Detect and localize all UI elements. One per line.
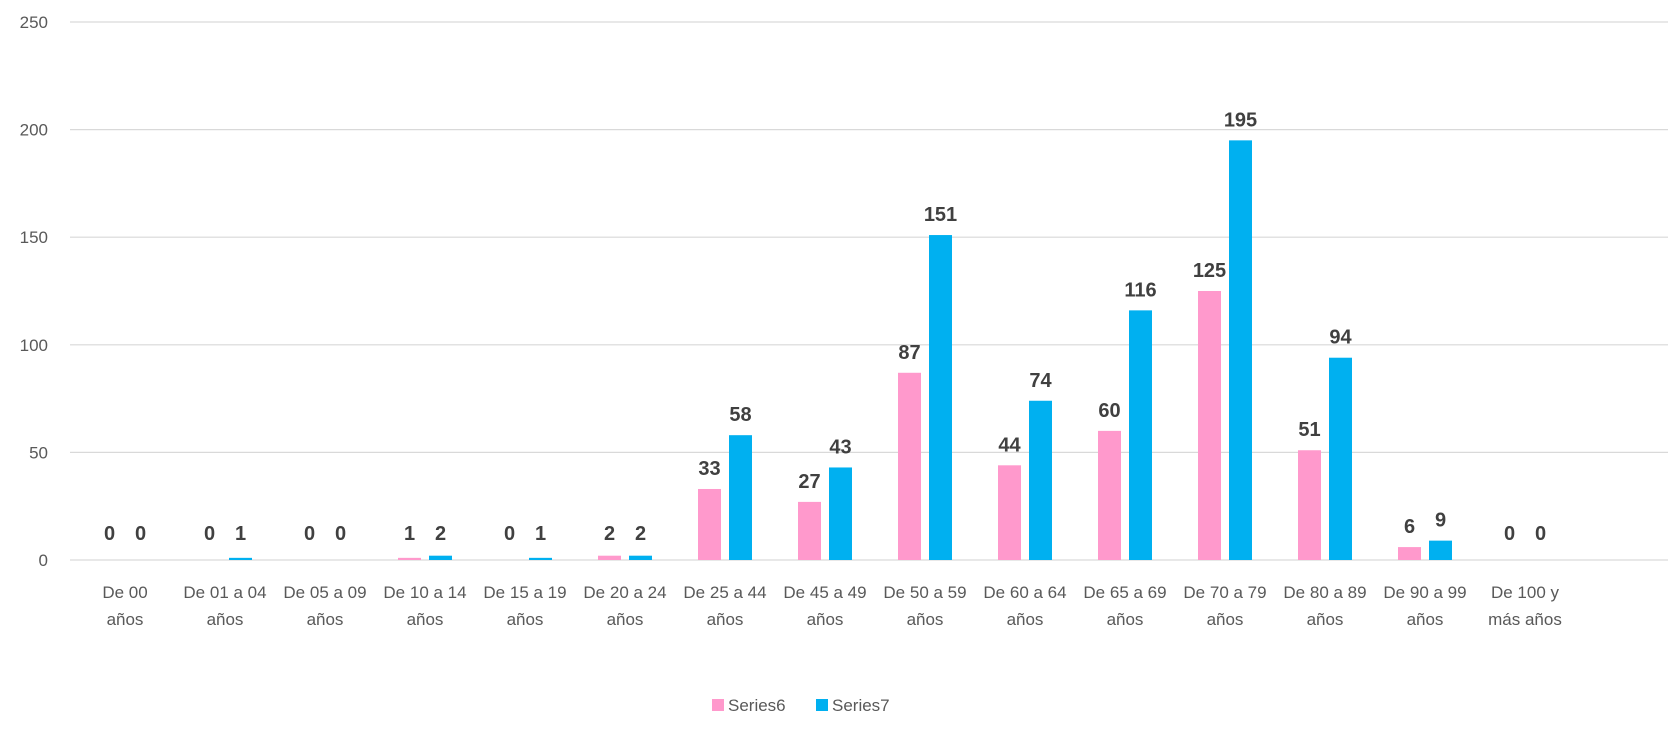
bar-series7-11 — [1229, 140, 1252, 561]
x-tick-label: años — [307, 610, 344, 629]
data-label-series7-10: 116 — [1124, 279, 1156, 301]
bar-series7-12 — [1329, 357, 1352, 560]
legend-swatch-series6 — [712, 699, 724, 711]
data-label-series6-7: 27 — [798, 471, 820, 493]
bar-series7-3 — [429, 555, 452, 560]
x-tick-label: De 01 a 04 — [183, 583, 266, 602]
bar-series6-6 — [698, 488, 721, 560]
legend-label-series6: Series6 — [728, 696, 786, 715]
bar-series6-13 — [1398, 547, 1421, 560]
bar-series7-9 — [1029, 400, 1052, 560]
bar-series7-4 — [529, 557, 552, 560]
x-tick-label: De 10 a 14 — [383, 583, 466, 602]
data-label-series6-8: 87 — [898, 342, 920, 364]
gridlines — [70, 21, 1668, 561]
bar-series7-7 — [829, 467, 852, 560]
data-label-series6-11: 125 — [1193, 260, 1226, 282]
y-tick-label: 0 — [39, 551, 48, 570]
data-label-series7-9: 74 — [1029, 370, 1052, 392]
data-label-series6-0: 0 — [104, 523, 115, 545]
bar-series6-5 — [598, 555, 621, 560]
data-label-series7-14: 0 — [1535, 523, 1546, 545]
bar-series7-1 — [229, 557, 252, 560]
x-tick-label: años — [507, 610, 544, 629]
data-label-series6-4: 0 — [504, 523, 515, 545]
y-tick-label: 150 — [20, 228, 48, 247]
bar-series6-9 — [998, 465, 1021, 560]
data-label-series7-12: 94 — [1329, 327, 1352, 349]
x-tick-label: más años — [1488, 610, 1562, 629]
data-label-series7-6: 58 — [729, 404, 751, 426]
data-label-series6-3: 1 — [404, 523, 415, 545]
data-label-series6-10: 60 — [1098, 400, 1120, 422]
data-label-series7-0: 0 — [135, 523, 146, 545]
data-label-series7-13: 9 — [1435, 510, 1446, 532]
x-tick-label: años — [1107, 610, 1144, 629]
x-axis: De 00 años De 01 a 04 años De 05 a 09 años De … — [102, 583, 1562, 629]
legend-label-series7: Series7 — [832, 696, 890, 715]
x-tick-label: De 25 a 44 — [683, 583, 766, 602]
data-label-series7-7: 43 — [829, 436, 851, 458]
x-tick-label: años — [707, 610, 744, 629]
bar-series6-3 — [398, 557, 421, 560]
data-label-series7-2: 0 — [335, 523, 346, 545]
x-tick-label: años — [407, 610, 444, 629]
x-tick-label: años — [107, 610, 144, 629]
legend-swatch-series7 — [816, 699, 828, 711]
data-label-series7-8: 151 — [924, 204, 957, 226]
bar-series7-13 — [1429, 540, 1452, 560]
y-tick-label: 200 — [20, 121, 48, 140]
data-label-series6-12: 51 — [1298, 419, 1320, 441]
bar-series6-11 — [1198, 291, 1221, 560]
x-tick-label: De 45 a 49 — [783, 583, 866, 602]
data-label-series6-2: 0 — [304, 523, 315, 545]
y-tick-label: 250 — [20, 13, 48, 32]
x-tick-label: De 90 a 99 — [1383, 583, 1466, 602]
x-tick-label: años — [607, 610, 644, 629]
x-tick-label: De 15 a 19 — [483, 583, 566, 602]
bar-series6-12 — [1298, 450, 1321, 560]
x-tick-label: años — [1407, 610, 1444, 629]
x-tick-label: años — [1007, 610, 1044, 629]
data-label-series6-14: 0 — [1504, 523, 1515, 545]
x-tick-label: De 70 a 79 — [1183, 583, 1266, 602]
x-tick-label: años — [1207, 610, 1244, 629]
y-tick-label: 50 — [29, 443, 48, 462]
bar-series6-10 — [1098, 430, 1121, 560]
legend: Series6 Series7 — [712, 696, 890, 715]
bar-series7-8 — [929, 235, 952, 560]
bar-series7-5 — [629, 555, 652, 560]
x-tick-label: años — [207, 610, 244, 629]
y-tick-label: 100 — [20, 336, 48, 355]
data-label-series7-5: 2 — [635, 523, 646, 545]
y-axis: 0 50 100 150 200 250 — [20, 13, 48, 570]
data-label-series6-6: 33 — [698, 458, 720, 480]
bar-series7-10 — [1129, 310, 1152, 560]
x-tick-label: De 00 — [102, 583, 147, 602]
x-tick-label: De 05 a 09 — [283, 583, 366, 602]
x-tick-label: años — [807, 610, 844, 629]
data-label-series6-9: 44 — [998, 434, 1021, 456]
x-tick-label: años — [1307, 610, 1344, 629]
x-tick-label: De 60 a 64 — [983, 583, 1066, 602]
data-label-series6-5: 2 — [604, 523, 615, 545]
x-tick-label: De 50 a 59 — [883, 583, 966, 602]
bar-series6-7 — [798, 501, 821, 560]
x-tick-label: De 20 a 24 — [583, 583, 666, 602]
data-label-series7-11: 195 — [1224, 109, 1257, 131]
data-label-series6-1: 0 — [204, 523, 215, 545]
data-label-series7-4: 1 — [535, 523, 546, 545]
bar-series6-8 — [898, 372, 921, 560]
x-tick-label: años — [907, 610, 944, 629]
data-label-series6-13: 6 — [1404, 516, 1415, 538]
bars — [229, 140, 1452, 561]
data-label-series7-1: 1 — [235, 523, 246, 545]
x-tick-label: De 65 a 69 — [1083, 583, 1166, 602]
x-tick-label: De 80 a 89 — [1283, 583, 1366, 602]
data-label-series7-3: 2 — [435, 523, 446, 545]
x-tick-label: De 100 y — [1491, 583, 1560, 602]
bar-series7-6 — [729, 435, 752, 560]
